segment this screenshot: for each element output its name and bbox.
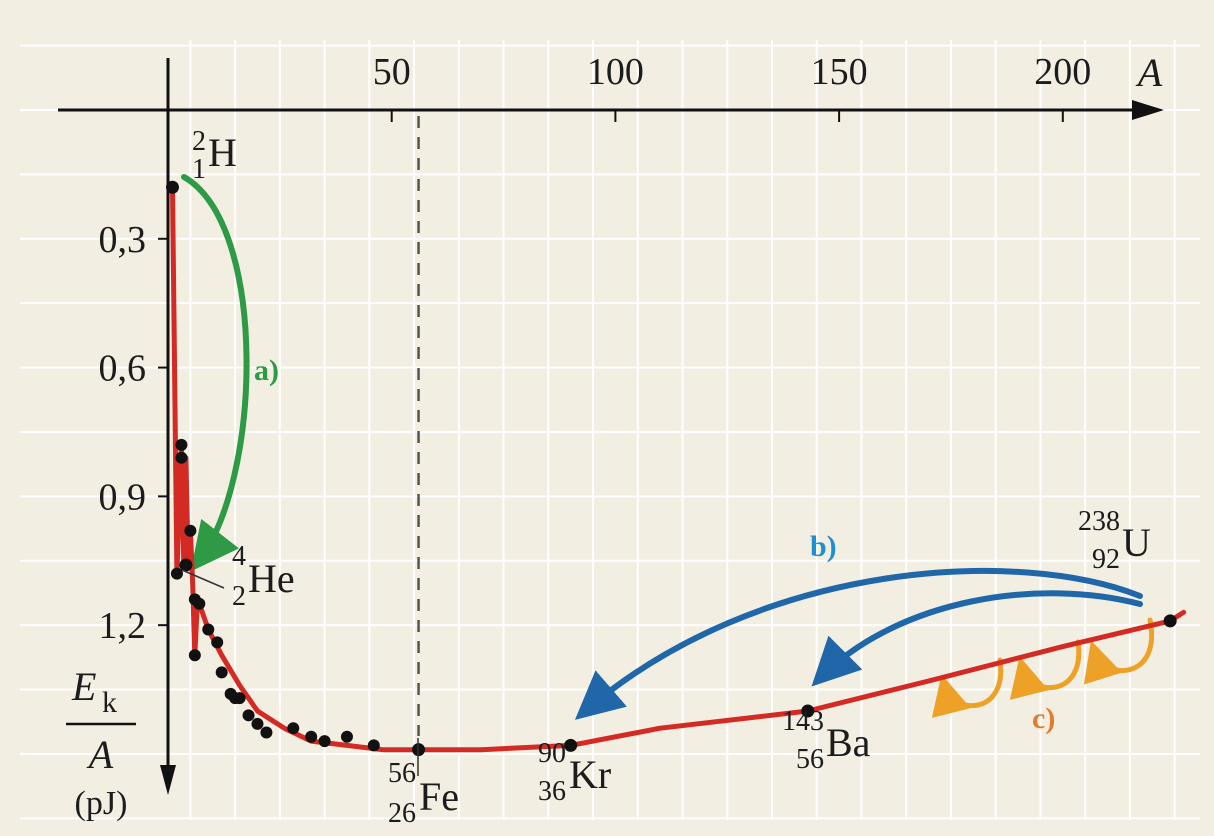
x-axis-arrow — [1132, 100, 1164, 120]
svg-text:2: 2 — [192, 126, 206, 157]
data-point — [188, 649, 201, 662]
svg-text:4: 4 — [232, 541, 246, 572]
y-tick-label: 1,2 — [99, 605, 147, 647]
svg-text:Ba: Ba — [826, 720, 871, 765]
nuclide-point-kr — [564, 738, 578, 752]
data-point — [175, 438, 188, 451]
svg-text:36: 36 — [538, 776, 566, 807]
data-point — [202, 623, 215, 636]
nuclide-point-ba — [801, 704, 815, 718]
svg-text:238: 238 — [1078, 506, 1120, 537]
y-label-subscript: k — [102, 686, 117, 719]
nuclide-label-kr: 90 36 Kr — [538, 738, 611, 807]
data-point — [251, 717, 264, 730]
data-point — [170, 567, 183, 580]
x-tick-labels: 50 100 150 200 — [373, 51, 1091, 122]
fission-arrows: b) — [574, 530, 1143, 720]
x-tick-label: 150 — [811, 51, 868, 93]
data-point — [260, 726, 273, 739]
data-point — [233, 692, 246, 705]
annotation-decay: c) — [1032, 702, 1055, 735]
svg-text:Fe: Fe — [419, 774, 459, 819]
decay-arrows: c) — [931, 617, 1155, 735]
data-point — [318, 735, 331, 748]
data-point — [193, 597, 206, 610]
x-tick-label: 200 — [1034, 51, 1091, 93]
y-tick-labels: 0,3 0,6 0,9 1,2 — [99, 219, 168, 647]
svg-text:2: 2 — [232, 581, 246, 612]
axes: A — [58, 50, 1164, 795]
y-tick-label: 0,6 — [99, 348, 147, 390]
svg-text:1: 1 — [192, 154, 206, 185]
data-point — [367, 739, 380, 752]
svg-text:He: He — [248, 556, 295, 601]
x-tick-label: 50 — [373, 51, 411, 93]
data-point — [211, 636, 224, 649]
svg-text:56: 56 — [796, 744, 824, 775]
y-tick-label: 0,3 — [99, 219, 147, 261]
nuclide-label-u: 238 92 U — [1078, 506, 1151, 575]
x-tick-label: 100 — [587, 51, 644, 93]
binding-energy-curve — [170, 184, 1187, 753]
nuclide-label-h: 2 1 H — [192, 126, 237, 185]
x-axis-label: A — [1135, 50, 1163, 95]
y-label-denominator: A — [86, 732, 114, 777]
y-label-unit: (pJ) — [75, 785, 128, 822]
nuclide-leader-lines — [181, 569, 419, 776]
svg-text:92: 92 — [1092, 544, 1120, 575]
y-axis-arrow — [160, 765, 176, 795]
y-label-numerator: E — [71, 664, 96, 709]
annotation-fission: b) — [810, 530, 837, 563]
data-point — [305, 730, 318, 743]
nuclide-label-fe: 56 26 Fe — [388, 758, 459, 829]
nuclide-point-h — [165, 180, 179, 194]
nuclide-point-he — [179, 558, 193, 572]
svg-text:U: U — [1122, 520, 1151, 565]
svg-text:90: 90 — [538, 738, 566, 769]
nuclide-point-u — [1163, 614, 1177, 628]
data-point — [287, 722, 300, 735]
data-points — [165, 180, 1177, 757]
svg-text:26: 26 — [388, 798, 416, 829]
data-point — [215, 666, 228, 679]
svg-text:143: 143 — [782, 706, 824, 737]
svg-text:56: 56 — [388, 758, 416, 789]
y-axis-label: E k A (pJ) — [66, 664, 136, 822]
nuclide-labels: 2 1 H 4 2 He 56 26 Fe 90 36 Kr 143 56 Ba… — [192, 126, 1151, 829]
data-point — [184, 524, 197, 537]
svg-text:Kr: Kr — [569, 752, 611, 797]
y-tick-label: 0,9 — [99, 476, 147, 518]
nuclide-label-ba: 143 56 Ba — [782, 706, 871, 775]
data-point — [175, 451, 188, 464]
he-leader-line — [181, 569, 225, 589]
data-point — [242, 709, 255, 722]
svg-text:H: H — [208, 130, 237, 175]
fusion-arrow: a) — [181, 174, 279, 572]
annotation-fusion: a) — [254, 354, 279, 387]
data-point — [340, 730, 353, 743]
nuclide-label-he: 4 2 He — [232, 541, 295, 612]
